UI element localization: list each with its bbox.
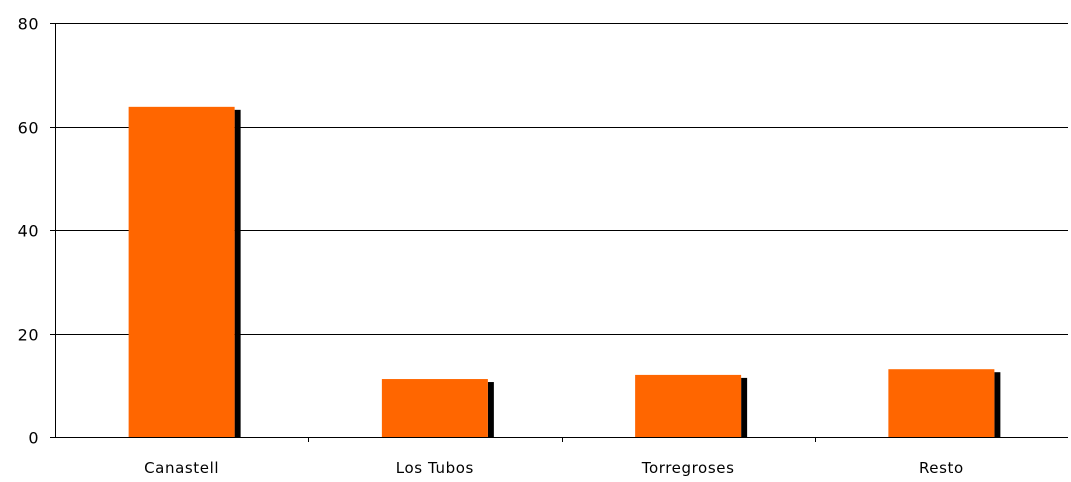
y-tick-label: 60 xyxy=(18,119,39,138)
bar-shadow xyxy=(234,109,241,438)
y-tick-label: 80 xyxy=(18,15,39,34)
bar-shadow xyxy=(487,382,494,437)
x-tick-label: Canastell xyxy=(144,459,219,477)
x-tick-label: Los Tubos xyxy=(396,459,474,477)
bar-shadow xyxy=(994,372,1001,437)
y-tick-labels: 0 20 40 60 80 xyxy=(18,15,39,448)
bar-resto xyxy=(888,369,995,437)
y-tick-label: 0 xyxy=(28,429,39,448)
x-tick-labels: Canastell Los Tubos Torregroses Resto xyxy=(144,459,964,477)
y-tick-label: 40 xyxy=(18,222,39,241)
axes xyxy=(50,23,1068,442)
bar-torregroses xyxy=(635,374,742,437)
bar-canastell xyxy=(128,106,235,438)
x-tick-label: Torregroses xyxy=(641,459,735,477)
y-tick-label: 20 xyxy=(18,326,39,345)
x-tick-label: Resto xyxy=(919,459,964,477)
bars xyxy=(128,106,1001,438)
bar-shadow xyxy=(741,377,748,437)
bar-los-tubos xyxy=(381,379,488,437)
